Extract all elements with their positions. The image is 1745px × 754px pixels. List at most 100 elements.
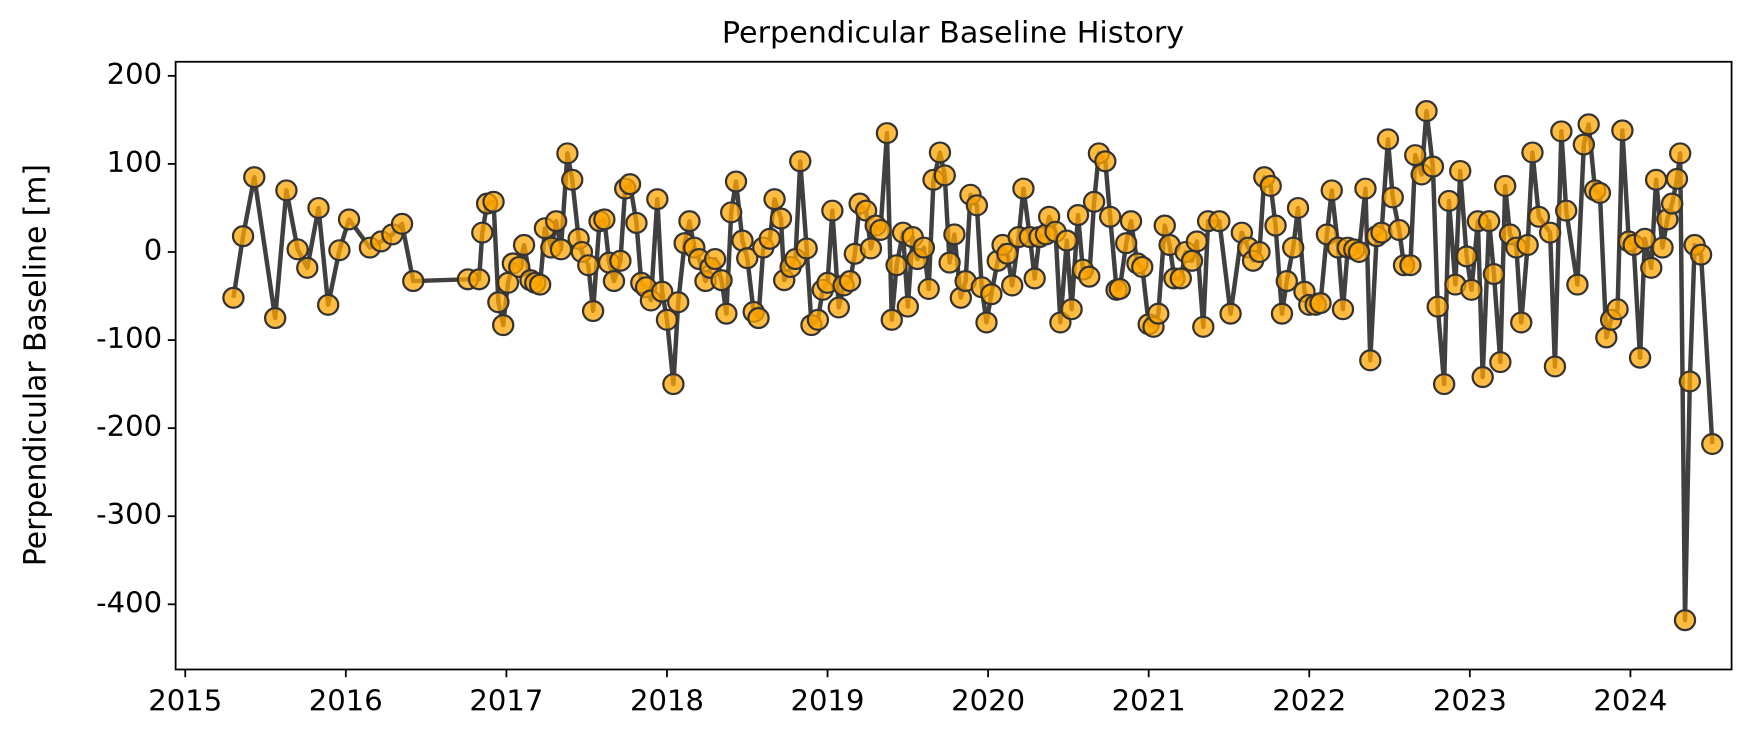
data-point	[1477, 210, 1501, 233]
data-point	[859, 237, 883, 260]
data-point	[1543, 355, 1567, 378]
y-tick-label: -300	[96, 497, 162, 531]
y-tick-label: -200	[96, 409, 162, 443]
data-point	[1264, 214, 1287, 237]
plot-frame	[174, 60, 1733, 671]
data-point	[885, 254, 908, 277]
data-point	[1521, 141, 1544, 164]
data-point	[1437, 189, 1461, 212]
y-tick-label: -400	[96, 585, 162, 619]
data-point	[662, 373, 685, 396]
data-point	[1644, 168, 1668, 191]
data-point	[1078, 265, 1101, 288]
data-point	[827, 296, 850, 319]
data-point	[231, 225, 255, 248]
data-point	[602, 270, 626, 293]
data-point	[1023, 267, 1046, 290]
data-point	[912, 236, 936, 259]
data-point	[1701, 432, 1724, 456]
data-point	[1426, 295, 1449, 318]
data-point	[1538, 221, 1562, 244]
data-point	[1460, 278, 1483, 301]
data-point	[316, 293, 340, 316]
data-point	[1094, 150, 1117, 173]
data-point	[487, 291, 510, 314]
data-point	[720, 201, 743, 224]
data-point	[758, 227, 781, 250]
data-point	[1119, 210, 1143, 233]
x-tick-label: 2023	[1433, 684, 1507, 718]
data-point	[1248, 240, 1271, 264]
data-point	[1482, 262, 1506, 286]
data-point	[1320, 179, 1343, 202]
data-point	[1388, 218, 1411, 242]
data-point	[789, 150, 812, 173]
x-tick-label: 2021	[1112, 684, 1186, 718]
data-point	[917, 277, 940, 301]
data-point	[1432, 373, 1456, 396]
data-point	[1421, 155, 1445, 178]
data-point	[1489, 351, 1512, 374]
x-tick-label: 2020	[951, 684, 1025, 718]
data-point	[943, 223, 966, 246]
data-point	[1669, 142, 1692, 165]
data-point	[1633, 227, 1657, 250]
data-point	[933, 164, 956, 187]
data-point	[337, 208, 361, 231]
data-point	[678, 210, 701, 233]
data-point	[1147, 302, 1170, 325]
data-point	[928, 141, 952, 164]
data-point	[1060, 298, 1083, 321]
data-point	[880, 308, 903, 331]
data-point	[703, 248, 727, 271]
data-point	[1455, 245, 1478, 268]
data-point	[1510, 311, 1533, 334]
data-point	[1098, 205, 1122, 228]
data-point	[544, 210, 568, 233]
data-point	[1404, 144, 1427, 167]
data-point	[1660, 192, 1684, 215]
y-axis-label: Perpendicular Baseline [m]	[18, 164, 53, 566]
data-point	[1001, 274, 1024, 297]
data-point	[1169, 267, 1192, 290]
data-point	[975, 311, 998, 334]
x-tick-label: 2018	[630, 684, 704, 718]
data-point	[1471, 366, 1494, 389]
data-point	[1180, 249, 1204, 272]
data-point	[528, 273, 552, 296]
y-tick-label: -100	[96, 321, 162, 355]
data-point	[1066, 203, 1090, 227]
data-point	[1282, 236, 1305, 259]
data-point	[1208, 210, 1231, 233]
data-point	[1689, 243, 1713, 266]
data-point	[1153, 214, 1176, 237]
data-point	[1115, 232, 1138, 255]
data-point	[618, 173, 642, 196]
x-tick-label: 2015	[148, 684, 222, 718]
data-point	[1309, 292, 1332, 315]
data-point	[1012, 177, 1035, 200]
x-tick-label: 2024	[1593, 684, 1667, 718]
data-point	[482, 190, 505, 213]
data-point	[1270, 302, 1294, 325]
data-point	[896, 295, 920, 318]
data-point	[243, 166, 266, 189]
data-point	[1376, 128, 1400, 151]
data-point	[763, 188, 786, 211]
data-point	[838, 270, 862, 293]
data-point	[869, 218, 892, 242]
data-point	[1055, 229, 1078, 252]
data-point	[467, 268, 491, 291]
data-point	[1331, 298, 1355, 321]
data-point	[965, 194, 989, 217]
data-point	[1359, 349, 1382, 372]
data-point	[1399, 254, 1422, 277]
data-point	[1673, 609, 1697, 632]
data-point	[1354, 177, 1377, 200]
data-point	[655, 308, 679, 331]
x-tick-label: 2019	[791, 684, 865, 718]
data-point	[646, 188, 669, 211]
chart-title: Perpendicular Baseline History	[722, 16, 1184, 51]
data-point	[275, 179, 298, 202]
